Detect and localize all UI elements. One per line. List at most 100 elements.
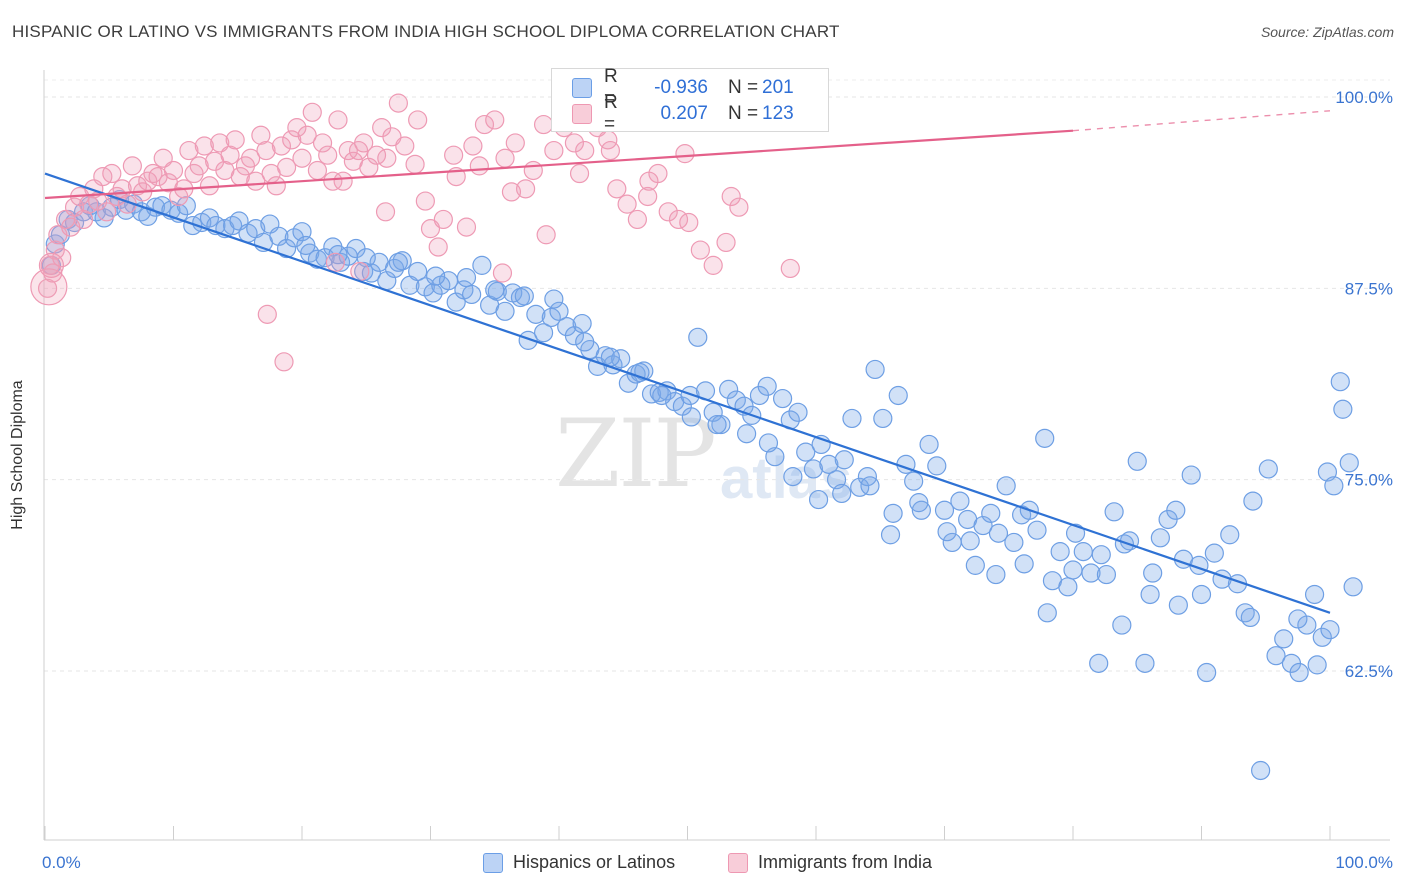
hispanic-trend-line <box>44 172 1331 614</box>
hispanic-point <box>330 252 351 272</box>
india-point <box>377 148 397 168</box>
india-point <box>127 176 148 196</box>
india-point <box>523 160 543 181</box>
hispanic-point <box>988 523 1009 543</box>
hispanic-point <box>1333 399 1353 419</box>
hispanic-point <box>1114 534 1135 554</box>
hispanic-point <box>388 252 408 272</box>
india-point <box>302 102 322 122</box>
hispanic-point <box>883 503 903 523</box>
india-point <box>617 194 637 214</box>
hispanic-point <box>296 235 316 256</box>
source-note: Source: ZipAtlas.com <box>1260 24 1394 40</box>
india-point <box>37 278 58 298</box>
hispanic-point <box>950 491 970 511</box>
hispanic-point <box>564 326 585 346</box>
hispanic-point <box>707 414 727 435</box>
india-point <box>492 263 513 283</box>
hispanic-point <box>803 459 824 479</box>
hispanic-point <box>630 362 650 383</box>
india-point <box>297 125 317 145</box>
hispanic-point <box>446 292 466 312</box>
india-point <box>271 136 292 156</box>
hispanic-point <box>860 476 880 496</box>
hispanic-point <box>652 385 672 406</box>
hispanic-point <box>1096 564 1117 585</box>
india-point <box>97 202 117 222</box>
legend-item-hispanic[interactable]: Hispanics or Latinos <box>483 852 675 873</box>
hispanic-point <box>937 522 957 542</box>
india-point <box>163 160 184 181</box>
series-legend: Hispanics or Latinos Immigrants from Ind… <box>0 852 1406 878</box>
india-point <box>220 145 240 165</box>
hispanic-point <box>423 283 443 303</box>
india-point <box>544 140 564 161</box>
hispanic-point <box>681 407 701 427</box>
india-point <box>607 179 627 199</box>
hispanic-point <box>1089 653 1109 673</box>
hispanic-point <box>1339 453 1359 473</box>
india-point <box>729 197 749 217</box>
india-point <box>415 191 435 211</box>
hispanic-point <box>456 268 477 288</box>
india-point <box>312 133 333 153</box>
india-point <box>469 156 489 176</box>
india-point <box>533 114 554 135</box>
legend-r-value: -0.936 <box>654 77 708 98</box>
hispanic-point <box>1112 615 1132 635</box>
hispanic-point <box>1143 563 1163 583</box>
hispanic-point <box>758 433 779 453</box>
hispanic-point <box>1091 545 1111 565</box>
india-point <box>45 240 65 260</box>
hispanic-point <box>981 503 1001 523</box>
india-point <box>536 225 556 245</box>
hispanic-point <box>1181 465 1201 485</box>
india-point <box>388 93 408 113</box>
hispanic-point <box>1168 595 1188 615</box>
india-point <box>241 148 261 168</box>
india-point <box>658 202 678 222</box>
hispanic-point <box>526 304 546 324</box>
india-point <box>690 240 710 260</box>
hispanic-point <box>549 301 569 321</box>
hispanic-point <box>1004 532 1024 553</box>
hispanic-point <box>1204 543 1224 563</box>
india-point <box>122 156 142 176</box>
hispanic-point <box>904 471 924 491</box>
hispanic-point <box>757 376 777 396</box>
india-point <box>102 163 122 184</box>
legend-n-label: N = <box>728 103 759 124</box>
hispanic-point <box>783 467 803 487</box>
india-point <box>323 171 343 191</box>
hispanic-point <box>1166 500 1186 520</box>
hispanic-point <box>796 442 816 462</box>
legend-row-hispanic: R = -0.936 N = 201 <box>572 66 794 109</box>
watermark-zip: ZIP <box>555 400 717 509</box>
y-tick-label: 100.0% <box>1335 88 1393 107</box>
hispanic-point <box>152 196 172 216</box>
india-point <box>395 136 415 156</box>
hispanic-point <box>1274 629 1294 649</box>
legend-n-value: 201 <box>762 77 794 98</box>
hispanic-point <box>533 323 554 343</box>
hispanic-point <box>1243 491 1263 511</box>
hispanic-point <box>485 280 505 300</box>
hispanic-point <box>1220 525 1240 545</box>
india-point <box>721 186 741 207</box>
india-point <box>474 114 495 135</box>
hispanic-point <box>1330 372 1350 392</box>
hispanic-point <box>996 476 1016 496</box>
y-tick-label: 62.5% <box>1345 662 1393 681</box>
hispanic-point <box>865 359 885 380</box>
legend-item-india[interactable]: Immigrants from India <box>728 852 932 873</box>
india-point <box>266 176 286 196</box>
india-point <box>405 154 425 174</box>
hispanic-point <box>680 385 700 406</box>
india-point <box>408 110 428 130</box>
hispanic-point <box>1266 646 1286 666</box>
hispanic-point <box>518 330 538 350</box>
hispanic-point <box>842 408 862 429</box>
india-point <box>638 186 658 207</box>
india-point <box>375 202 396 222</box>
